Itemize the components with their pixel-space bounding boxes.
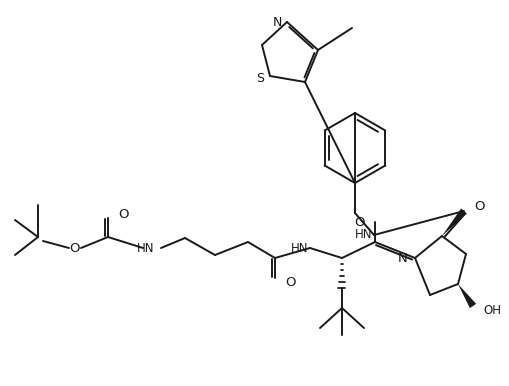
Text: OH: OH [482,303,500,317]
Polygon shape [457,284,475,308]
Polygon shape [441,208,466,236]
Text: HN: HN [136,242,154,256]
Text: HN: HN [290,242,307,254]
Text: HN: HN [354,229,371,242]
Text: N: N [398,252,407,264]
Text: O: O [70,242,80,254]
Text: N: N [272,15,281,29]
Text: O: O [118,208,128,220]
Text: O: O [285,276,295,290]
Text: O: O [473,200,484,213]
Text: O: O [354,215,364,229]
Text: S: S [256,71,264,85]
